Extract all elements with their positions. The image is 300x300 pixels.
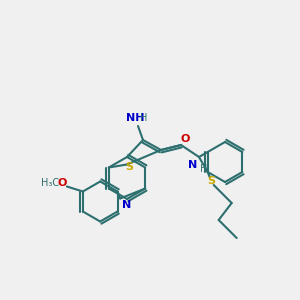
Text: O: O <box>57 178 67 188</box>
Text: H: H <box>140 113 148 123</box>
Text: H₃C: H₃C <box>41 178 59 188</box>
Text: N: N <box>188 160 197 170</box>
Text: H: H <box>200 164 208 174</box>
Text: S: S <box>125 161 133 172</box>
Text: NH: NH <box>126 113 144 123</box>
Text: N: N <box>122 200 132 210</box>
Text: O: O <box>180 134 190 144</box>
Text: S: S <box>208 176 216 186</box>
